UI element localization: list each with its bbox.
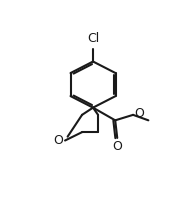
Text: O: O [134, 107, 144, 120]
Text: O: O [53, 134, 63, 147]
Text: Cl: Cl [87, 32, 99, 45]
Text: O: O [112, 140, 122, 153]
